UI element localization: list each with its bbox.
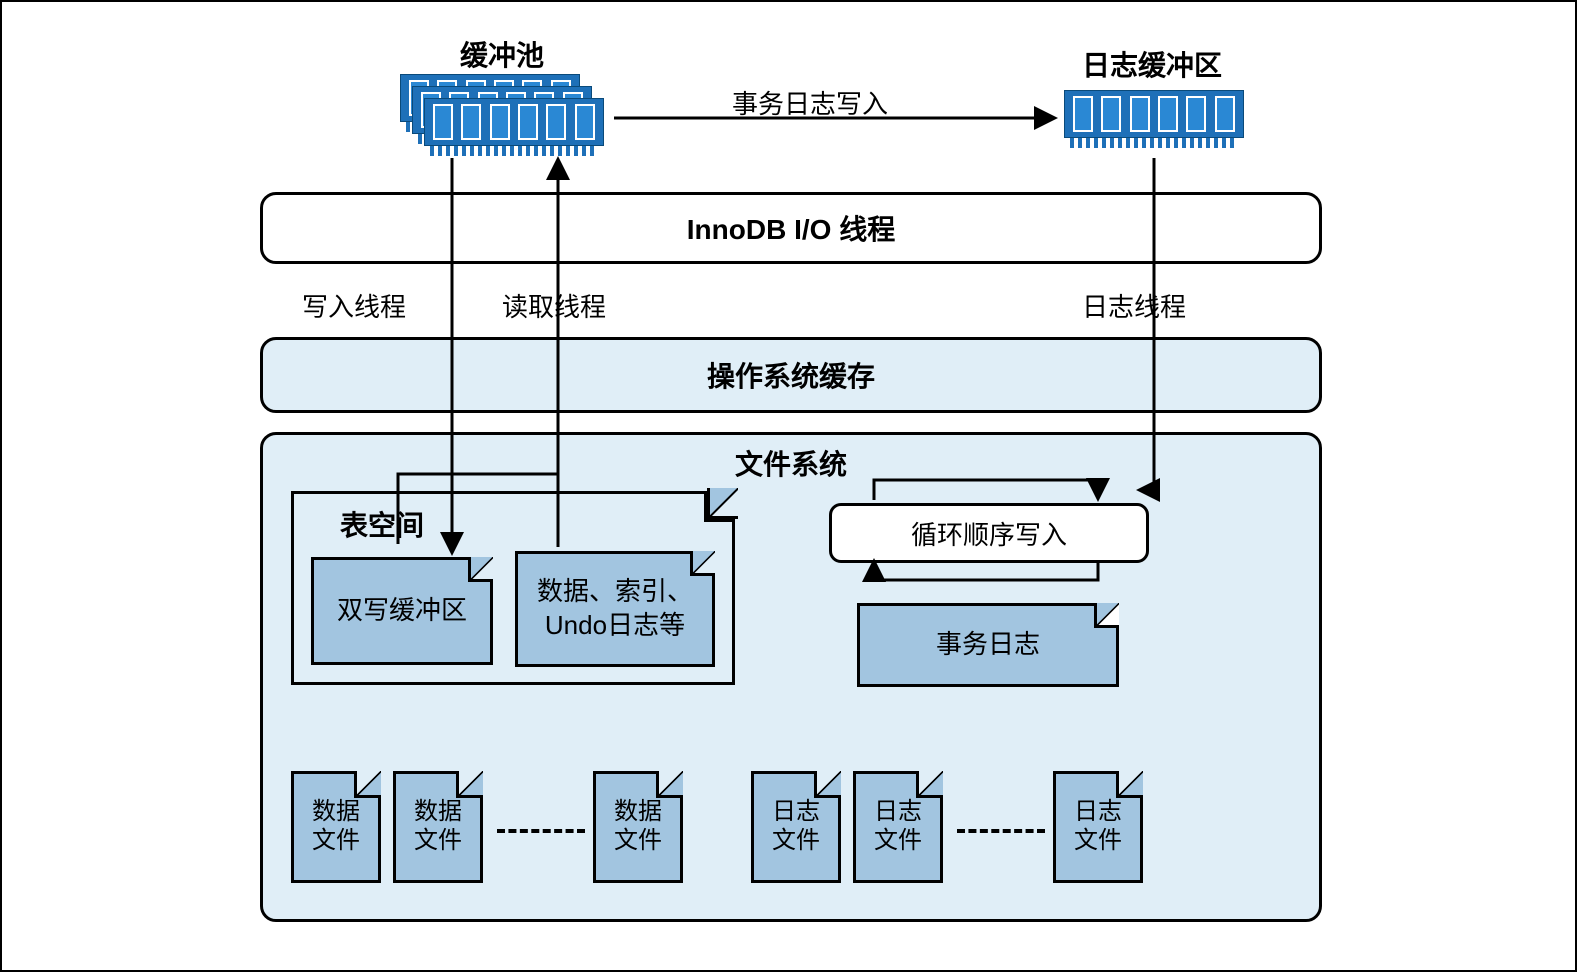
buffer-pool-ram-icon xyxy=(400,74,610,164)
data-file-icon: 数据 文件 xyxy=(593,771,683,883)
data-index-undo-doc: 数据、索引、 Undo日志等 xyxy=(515,551,715,667)
filesystem-label: 文件系统 xyxy=(735,443,847,483)
dashed-line xyxy=(957,829,1045,833)
log-file-icon: 日志 文件 xyxy=(1053,771,1143,883)
log-thread-label: 日志线程 xyxy=(1082,287,1186,324)
read-thread-label: 读取线程 xyxy=(502,287,606,324)
dashed-line xyxy=(497,829,585,833)
os-cache-label: 操作系统缓存 xyxy=(707,355,875,395)
tx-log-label: 事务日志 xyxy=(936,628,1040,662)
log-file-icon: 日志 文件 xyxy=(853,771,943,883)
seq-write-label: 循环顺序写入 xyxy=(911,515,1067,552)
doublewrite-label: 双写缓冲区 xyxy=(337,594,467,628)
tx-log-write-label: 事务日志写入 xyxy=(732,84,888,121)
buffer-pool-title: 缓冲池 xyxy=(432,34,572,74)
os-cache-box: 操作系统缓存 xyxy=(260,337,1322,413)
io-threads-box: InnoDB I/O 线程 xyxy=(260,192,1322,264)
data-file-icon: 数据 文件 xyxy=(393,771,483,883)
data-file-icon: 数据 文件 xyxy=(291,771,381,883)
seq-write-box: 循环顺序写入 xyxy=(829,503,1149,563)
log-buffer-ram-icon xyxy=(1064,90,1244,150)
log-file-icon: 日志 文件 xyxy=(751,771,841,883)
diagram-canvas: 缓冲池 日志缓冲区 事务日志写入 InnoDB I/O 线程 写入线程 读取线程… xyxy=(0,0,1577,972)
data-index-undo-label: 数据、索引、 Undo日志等 xyxy=(537,575,693,643)
tx-log-doc: 事务日志 xyxy=(857,603,1119,687)
write-thread-label: 写入线程 xyxy=(302,287,406,324)
filesystem-box: 文件系统 表空间 双写缓冲区 数据、索引、 Undo日志等 循环顺序写入 事务日… xyxy=(260,432,1322,922)
io-threads-label: InnoDB I/O 线程 xyxy=(687,208,895,248)
doublewrite-doc: 双写缓冲区 xyxy=(311,557,493,665)
log-buffer-title: 日志缓冲区 xyxy=(1062,44,1242,84)
